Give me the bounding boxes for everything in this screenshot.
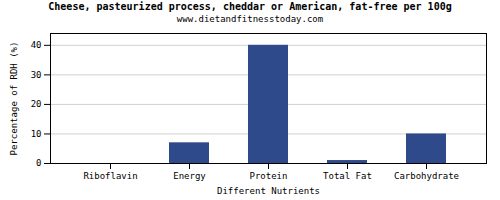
svg-text:Different Nutrients: Different Nutrients: [217, 186, 320, 196]
svg-text:40: 40: [31, 40, 42, 50]
html-text:Cheese, pasteurized process, c: Cheese, pasteurized process, cheddar or …: [48, 1, 452, 12]
svg-text:Total Fat: Total Fat: [323, 171, 372, 181]
svg-text:Percentage of RDH (%): Percentage of RDH (%): [9, 42, 19, 156]
svg-text:Protein: Protein: [250, 171, 288, 181]
svg-text:Energy: Energy: [173, 171, 206, 181]
svg-text:10: 10: [31, 129, 42, 139]
html-text:www.dietandfitnesstoday.com: www.dietandfitnesstoday.com: [176, 14, 324, 24]
svg-text:Carbohydrate: Carbohydrate: [394, 171, 459, 181]
svg-text:Riboflavin: Riboflavin: [83, 171, 137, 181]
svg-text:30: 30: [31, 70, 42, 80]
svg-text:20: 20: [31, 99, 42, 109]
svg-text:0: 0: [36, 158, 41, 168]
